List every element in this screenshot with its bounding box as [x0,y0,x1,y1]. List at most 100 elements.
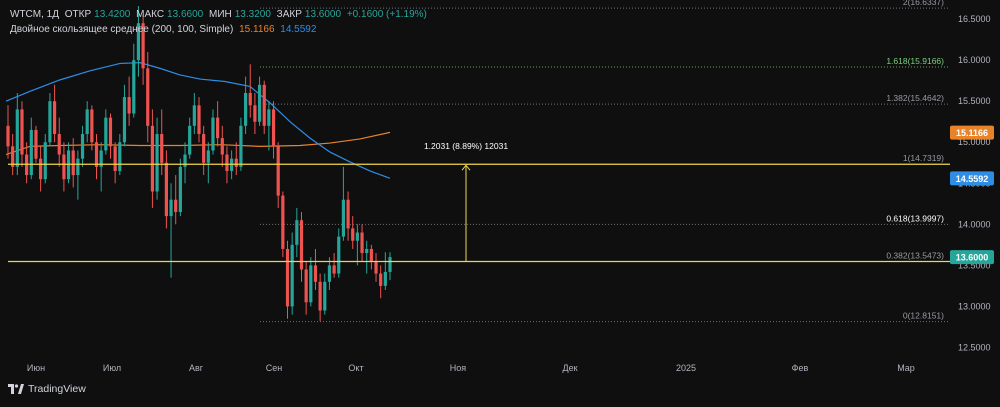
price-tick: 16.5000 [958,14,991,24]
candle-body [52,101,57,135]
time-tick: Фев [792,363,809,373]
candle-body [169,199,173,217]
candle-body [197,105,201,135]
symbol-label[interactable]: WTCM, 1Д [10,9,59,20]
brand-name: TradingView [28,383,86,395]
candle-body [355,232,359,241]
candle-body [150,125,155,192]
time-tick: Июн [27,363,45,373]
candle-body [383,271,387,286]
indicator-label: Двойное скользящее среднее (200, 100, Si… [10,24,234,35]
candle-body [318,281,322,311]
candle-body [160,134,164,163]
fib-label-1.618: 1.618(15.9166) [886,56,944,66]
candle-body [136,23,141,61]
horizontal-levels [8,163,950,263]
low-label: МИН [208,9,232,20]
candle-body [108,117,113,147]
close-value: 13.6000 [304,9,342,20]
candle-body [90,109,94,143]
measure-tool: 1.2031 (8.89%) 12031 [424,141,508,262]
time-tick: 2025 [676,363,696,373]
time-tick: Окт [348,363,363,373]
candle-body [341,199,346,237]
candle-body [243,93,248,126]
measure-arrow-head [461,164,471,171]
price-badge [950,250,994,265]
candle-body [183,154,187,167]
fib-label-0: 0(12.8151) [903,311,944,321]
candle-body [34,129,38,159]
price-badge-label: 15.1166 [956,128,988,138]
candle-body [295,220,299,245]
candle-body [248,93,252,106]
candle-body [262,84,266,126]
indicator-legend[interactable]: Двойное скользящее среднее (200, 100, Si… [10,24,319,35]
candle-body [62,154,66,180]
price-tick: 15.0000 [958,137,991,147]
time-tick: Сен [266,363,283,373]
candle-body [178,166,182,213]
ma100-line [5,62,391,179]
high-label: МАКС [136,9,165,20]
candle-body [257,84,262,122]
fib-label-1: 1(14.7319) [903,153,944,163]
price-axis: 16.500016.000015.500015.000014.500014.00… [950,14,994,352]
fib-label-0.382: 0.382(13.5473) [886,250,944,260]
candle-body [76,158,80,176]
fib-label-0.618: 0.618(13.9997) [886,213,944,223]
candle-body [351,228,355,241]
candle-body [188,125,192,155]
time-axis: Июн Июл Авг Сен Окт Ноя Дек 2025 Фев Мар [27,363,915,373]
fib-label-2: 2(16.6337) [903,0,944,7]
candle-body [281,195,285,249]
price-tick: 13.0000 [958,301,991,311]
candle-body [309,265,313,303]
candle-body [220,138,224,155]
candle-body [29,129,33,176]
candle-body [285,248,290,307]
open-value: 13.4200 [94,9,131,20]
candle-body [39,158,43,180]
time-tick: Авг [189,363,204,373]
candle-body [104,117,108,151]
fib-levels: 2(16.6337) 1.618(15.9166) 1.382(15.4642) 1(… [260,0,950,323]
time-tick: Ноя [450,363,467,373]
candle-body [234,158,238,167]
candle-body [80,134,85,159]
candle-body [71,150,75,176]
candle-body [127,97,131,114]
tradingview-logo-icon [8,384,24,394]
candle-body [299,220,304,270]
candle-body [327,265,332,282]
candle-body [15,109,19,167]
time-tick: Июл [103,363,121,373]
candle-body [11,146,15,167]
measure-label: 1.2031 (8.89%) 12031 [424,141,508,151]
ohlc-legend: WTCM, 1Д ОТКР 13.4200 МАКС 13.6600 МИН 13.3… [10,9,430,20]
price-badge-label: 14.5592 [956,174,989,184]
candle-body [164,162,168,217]
price-tick: 16.0000 [958,55,991,65]
candle-body [276,146,280,196]
candle-body [360,232,364,254]
candle-body [85,109,89,135]
moving-averages [5,62,391,179]
candle-body [155,134,159,192]
ma100-value: 14.5592 [280,24,317,35]
candle-body [192,105,196,126]
candle-body [43,142,47,180]
candle-body [374,261,378,274]
candle-body [174,199,178,213]
tradingview-branding[interactable]: TradingView [8,383,86,395]
candle-body [290,244,294,307]
time-tick: Мар [897,363,915,373]
candle-body [206,150,210,163]
ma200-line [5,131,391,156]
candle-body [253,105,257,122]
candle-body [6,125,10,147]
candle-body [379,273,383,286]
price-tick: 13.5000 [958,260,991,270]
